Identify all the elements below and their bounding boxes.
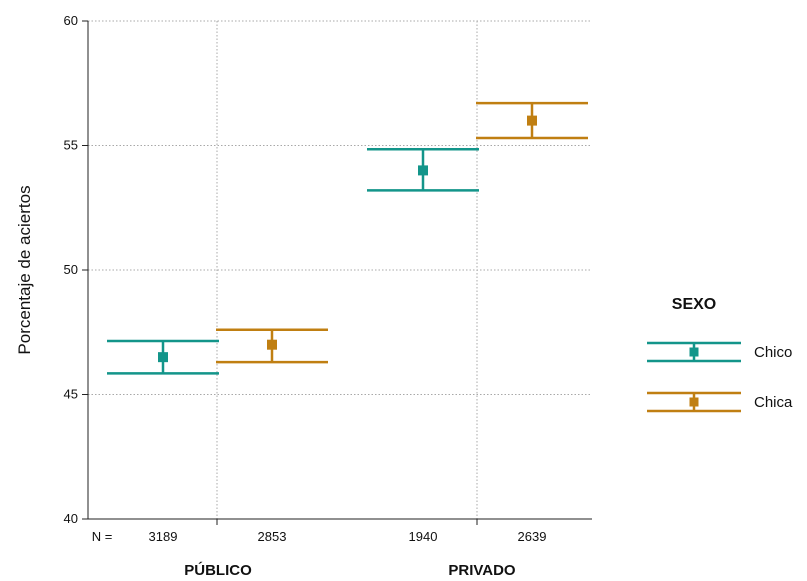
n-value-chica-1: 2639: [518, 529, 547, 544]
y-tick-label-45: 45: [64, 387, 78, 402]
legend: SEXO Chico Chica: [647, 296, 793, 413]
legend-chico-label: Chico: [754, 344, 792, 361]
legend-chica-label: Chica: [754, 394, 793, 411]
errorbar-chico-1-mean-marker: [418, 165, 428, 176]
error-bars: [107, 101, 588, 375]
y-axis-label: Porcentaje de aciertos: [15, 185, 34, 354]
n-value-chico-1: 1940: [409, 529, 438, 544]
n-label: N =: [92, 529, 113, 544]
group-label-0: PÚBLICO: [184, 561, 252, 579]
n-value-chica-0: 2853: [258, 529, 287, 544]
grid-lines: [88, 20, 592, 519]
y-tick-label-40: 40: [64, 511, 78, 526]
x-n-labels: N = 3189 1940 2853 2639: [92, 529, 547, 544]
legend-chico-marker: [689, 347, 699, 357]
y-tick-labels: 40 45 50 55 60: [64, 13, 78, 526]
axes: [82, 20, 592, 525]
y-tick-label-50: 50: [64, 262, 78, 277]
y-tick-label-60: 60: [64, 13, 78, 28]
group-label-1: PRIVADO: [448, 562, 516, 579]
y-tick-label-55: 55: [64, 138, 78, 153]
legend-title: SEXO: [672, 296, 716, 313]
errorbar-chico-0-mean-marker: [158, 352, 168, 363]
n-value-chico-0: 3189: [149, 529, 178, 544]
errorbar-chica-1-mean-marker: [527, 115, 537, 126]
legend-chica-marker: [689, 397, 699, 407]
errorbar-chica-0-mean-marker: [267, 339, 277, 350]
group-labels: PÚBLICO PRIVADO: [184, 561, 516, 579]
